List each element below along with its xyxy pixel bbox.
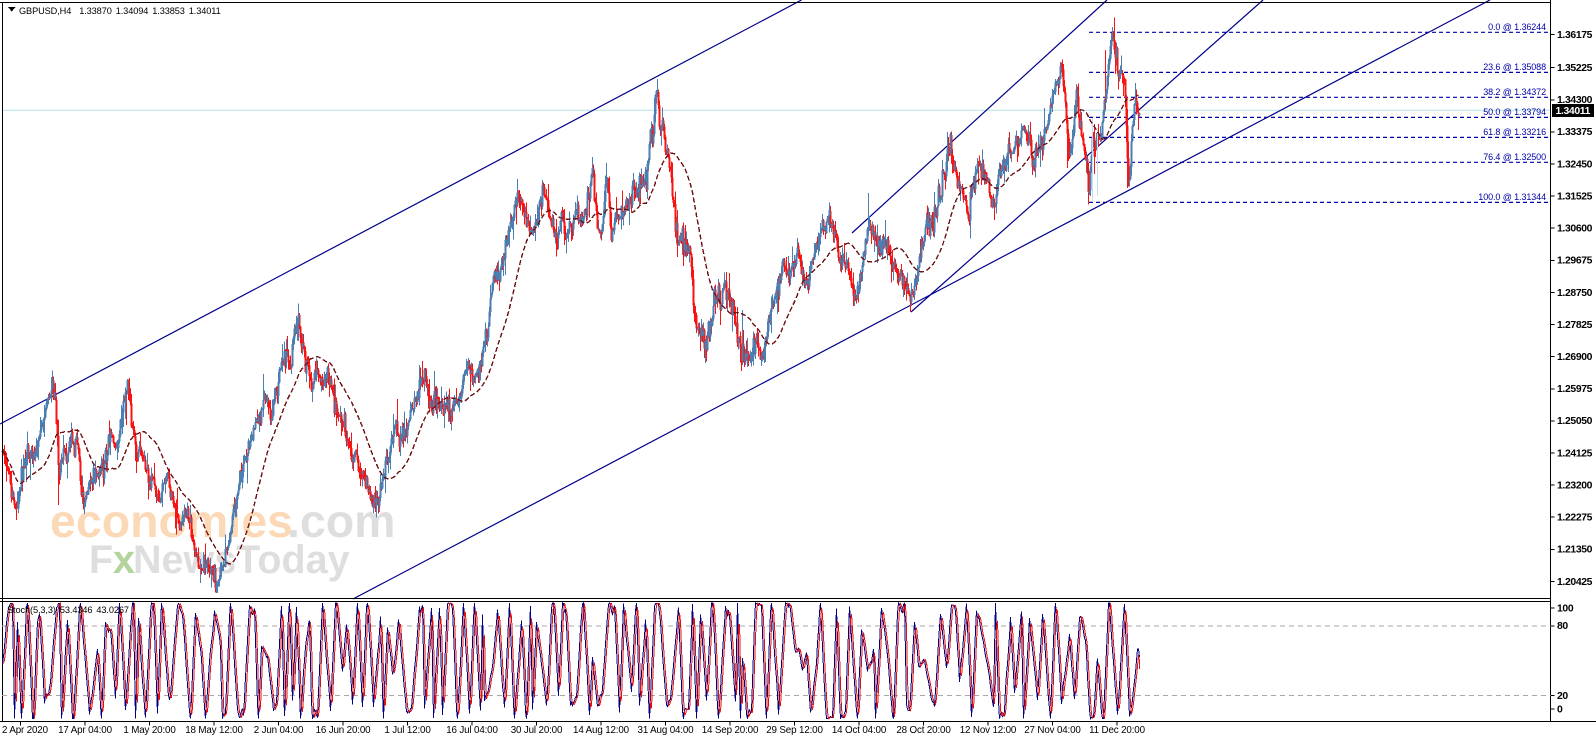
svg-text:1.23200: 1.23200 bbox=[1557, 480, 1593, 491]
svg-text:100.0 @ 1.31344: 100.0 @ 1.31344 bbox=[1478, 192, 1546, 202]
svg-text:1.33375: 1.33375 bbox=[1557, 127, 1593, 138]
svg-text:14 Oct 04:00: 14 Oct 04:00 bbox=[832, 725, 887, 736]
svg-text:28 Oct 20:00: 28 Oct 20:00 bbox=[896, 725, 951, 736]
svg-text:1.36175: 1.36175 bbox=[1557, 30, 1593, 41]
svg-text:1.21350: 1.21350 bbox=[1557, 545, 1593, 556]
svg-text:1 Jul 12:00: 1 Jul 12:00 bbox=[384, 725, 431, 736]
svg-text:2 Jun 04:00: 2 Jun 04:00 bbox=[254, 725, 304, 736]
svg-text:29 Sep 12:00: 29 Sep 12:00 bbox=[766, 725, 823, 736]
svg-text:100: 100 bbox=[1557, 603, 1574, 614]
svg-text:27 Nov 04:00: 27 Nov 04:00 bbox=[1024, 725, 1081, 736]
svg-text:18 May 12:00: 18 May 12:00 bbox=[185, 725, 243, 736]
svg-text:1.35225: 1.35225 bbox=[1557, 63, 1593, 74]
svg-text:0: 0 bbox=[1557, 704, 1563, 715]
svg-text:50.0 @ 1.33794: 50.0 @ 1.33794 bbox=[1483, 107, 1546, 117]
svg-text:61.8 @ 1.33216: 61.8 @ 1.33216 bbox=[1483, 127, 1546, 137]
svg-text:14 Sep 20:00: 14 Sep 20:00 bbox=[702, 725, 759, 736]
svg-text:1.20425: 1.20425 bbox=[1557, 577, 1593, 588]
svg-text:16 Jun 20:00: 16 Jun 20:00 bbox=[316, 725, 372, 736]
svg-text:1.31525: 1.31525 bbox=[1557, 191, 1593, 202]
svg-text:16 Jul 04:00: 16 Jul 04:00 bbox=[446, 725, 498, 736]
svg-text:23.6 @ 1.35088: 23.6 @ 1.35088 bbox=[1483, 62, 1546, 72]
svg-text:14 Aug 12:00: 14 Aug 12:00 bbox=[573, 725, 630, 736]
svg-text:1 May 20:00: 1 May 20:00 bbox=[123, 725, 176, 736]
svg-text:1.26900: 1.26900 bbox=[1557, 352, 1593, 363]
svg-text:2 Apr 2020: 2 Apr 2020 bbox=[2, 725, 49, 736]
svg-text:1.22275: 1.22275 bbox=[1557, 513, 1593, 524]
svg-text:0.0 @ 1.36244: 0.0 @ 1.36244 bbox=[1488, 22, 1546, 32]
svg-text:1.34011: 1.34011 bbox=[1556, 106, 1591, 117]
svg-text:1.29675: 1.29675 bbox=[1557, 256, 1593, 267]
svg-text:12 Nov 12:00: 12 Nov 12:00 bbox=[960, 725, 1017, 736]
svg-text:1.25975: 1.25975 bbox=[1557, 384, 1593, 395]
svg-text:30 Jul 20:00: 30 Jul 20:00 bbox=[511, 725, 563, 736]
svg-text:economies: economies bbox=[50, 495, 293, 547]
svg-text:11 Dec 20:00: 11 Dec 20:00 bbox=[1089, 725, 1145, 736]
svg-text:76.4 @ 1.32500: 76.4 @ 1.32500 bbox=[1483, 152, 1546, 162]
svg-text:20: 20 bbox=[1557, 691, 1568, 702]
svg-text:1.25050: 1.25050 bbox=[1557, 416, 1593, 427]
svg-text:1.27825: 1.27825 bbox=[1557, 320, 1593, 331]
svg-text:80: 80 bbox=[1557, 621, 1568, 632]
svg-text:1.30600: 1.30600 bbox=[1557, 224, 1593, 235]
svg-text:31 Aug 04:00: 31 Aug 04:00 bbox=[638, 725, 695, 736]
svg-text:1.32450: 1.32450 bbox=[1557, 159, 1593, 170]
svg-text:F: F bbox=[89, 538, 113, 582]
svg-text:x: x bbox=[113, 538, 135, 582]
svg-text:1.24125: 1.24125 bbox=[1557, 448, 1593, 459]
svg-text:1.34300: 1.34300 bbox=[1557, 95, 1593, 106]
svg-text:38.2 @ 1.34372: 38.2 @ 1.34372 bbox=[1483, 87, 1546, 97]
svg-text:1.28750: 1.28750 bbox=[1557, 288, 1593, 299]
svg-text:17 Apr 04:00: 17 Apr 04:00 bbox=[58, 725, 112, 736]
